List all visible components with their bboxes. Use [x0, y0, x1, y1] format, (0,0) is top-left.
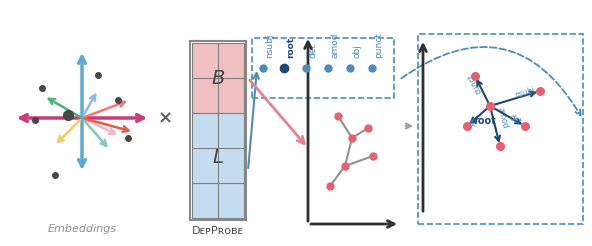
Text: obj: obj — [352, 44, 361, 58]
Text: Embeddings: Embeddings — [47, 224, 117, 234]
Text: punct: punct — [465, 71, 484, 95]
Bar — [190, 41, 246, 220]
Text: root: root — [286, 37, 295, 58]
Text: det: det — [508, 113, 523, 127]
Text: nsubj: nsubj — [265, 33, 274, 58]
Text: L: L — [213, 148, 223, 167]
Text: root: root — [472, 116, 496, 126]
Text: amod: amod — [330, 32, 339, 58]
Bar — [192, 43, 244, 113]
Text: ×: × — [157, 109, 172, 127]
Bar — [192, 113, 244, 218]
Text: amod: amod — [496, 107, 510, 130]
Text: obj: obj — [463, 115, 478, 129]
Bar — [418, 34, 583, 224]
Bar — [252, 38, 394, 98]
Text: B: B — [211, 68, 225, 88]
Text: nsubj: nsubj — [514, 85, 536, 100]
Text: det: det — [308, 43, 317, 58]
Text: DᴇᴘPʀᴏʙᴇ: DᴇᴘPʀᴏʙᴇ — [192, 226, 244, 236]
Text: punct: punct — [374, 32, 383, 58]
